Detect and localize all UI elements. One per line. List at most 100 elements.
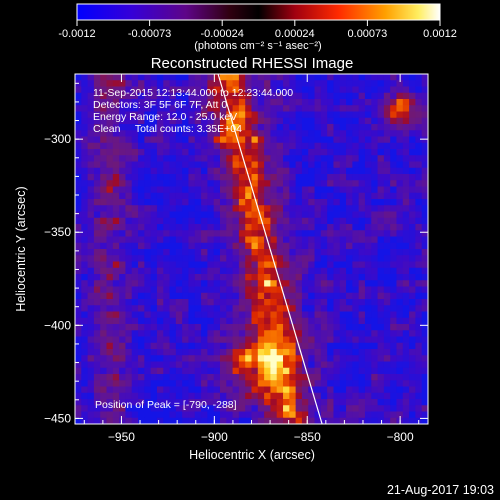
- heatmap-cell: [156, 299, 164, 306]
- heatmap-cell: [138, 342, 145, 350]
- heatmap-cell: [383, 380, 391, 388]
- heatmap-cell: [201, 74, 208, 81]
- heatmap-cell: [232, 367, 240, 375]
- heatmap-cell: [346, 299, 353, 306]
- heatmap-cell: [144, 417, 152, 424]
- heatmap-cell: [75, 311, 82, 319]
- heatmap-cell: [295, 374, 303, 381]
- heatmap-cell: [106, 311, 114, 319]
- heatmap-cell: [301, 180, 309, 188]
- heatmap-cell: [390, 324, 398, 331]
- heatmap-cell: [301, 186, 309, 194]
- heatmap-cell: [390, 205, 398, 213]
- heatmap-cell: [87, 405, 95, 413]
- heatmap-cell: [415, 230, 423, 238]
- heatmap-cell: [144, 199, 152, 206]
- heatmap-cell: [308, 286, 316, 294]
- heatmap-cell: [402, 136, 410, 144]
- heatmap-cell: [131, 380, 139, 388]
- heatmap-cell: [327, 317, 335, 325]
- heatmap-cell: [257, 155, 265, 163]
- heatmap-cell: [138, 417, 145, 424]
- heatmap-cell: [402, 217, 410, 225]
- heatmap-cell: [150, 224, 158, 231]
- heatmap-cell: [87, 355, 95, 363]
- heatmap-cell: [156, 217, 164, 225]
- heatmap-cell: [112, 405, 120, 413]
- heatmap-cell: [251, 249, 259, 256]
- heatmap-cell: [150, 230, 158, 238]
- heatmap-cell: [182, 286, 190, 294]
- heatmap-cell: [346, 267, 353, 275]
- heatmap-cell: [87, 299, 95, 306]
- heatmap-cell: [138, 361, 145, 369]
- heatmap-cell: [327, 261, 335, 269]
- heatmap-cell: [226, 317, 234, 325]
- heatmap-cell: [402, 405, 410, 413]
- heatmap-cell: [396, 80, 404, 88]
- heatmap-cell: [81, 80, 89, 88]
- heatmap-cell: [390, 267, 398, 275]
- heatmap-cell: [150, 192, 158, 200]
- heatmap-cell: [169, 192, 177, 200]
- heatmap-cell: [251, 286, 259, 294]
- heatmap-cell: [238, 374, 246, 381]
- heatmap-cell: [402, 111, 410, 119]
- heatmap-cell: [163, 149, 171, 156]
- heatmap-cell: [251, 267, 259, 275]
- heatmap-cell: [106, 367, 114, 375]
- heatmap-cell: [213, 411, 221, 419]
- heatmap-cell: [93, 192, 101, 200]
- heatmap-cell: [295, 286, 303, 294]
- heatmap-cell: [213, 330, 221, 338]
- heatmap-cell: [144, 342, 152, 350]
- heatmap-cell: [232, 386, 240, 394]
- heatmap-cell: [371, 242, 379, 250]
- heatmap-cell: [245, 405, 253, 413]
- heatmap-cell: [371, 99, 379, 106]
- heatmap-cell: [339, 286, 347, 294]
- heatmap-cell: [106, 274, 114, 281]
- heatmap-cell: [352, 92, 360, 100]
- heatmap-cell: [131, 199, 139, 206]
- heatmap-cell: [339, 299, 347, 306]
- heatmap-cell: [333, 405, 341, 413]
- heatmap-cell: [112, 211, 120, 219]
- heatmap-cell: [270, 399, 278, 406]
- heatmap-cell: [308, 417, 316, 424]
- heatmap-cell: [289, 255, 297, 263]
- heatmap-cell: [257, 405, 265, 413]
- heatmap-cell: [188, 236, 196, 244]
- heatmap-cell: [125, 399, 133, 406]
- heatmap-cell: [320, 186, 328, 194]
- heatmap-cell: [119, 205, 127, 213]
- heatmap-cell: [232, 249, 240, 256]
- heatmap-cell: [75, 199, 82, 206]
- heatmap-cell: [390, 374, 398, 381]
- heatmap-cell: [415, 74, 423, 81]
- heatmap-cell: [257, 280, 265, 288]
- heatmap-cell: [371, 380, 379, 388]
- heatmap-cell: [415, 124, 423, 131]
- x-axis-label: Heliocentric X (arcsec): [189, 448, 315, 462]
- heatmap-cell: [93, 242, 101, 250]
- heatmap-cell: [226, 399, 234, 406]
- heatmap-cell: [364, 380, 372, 388]
- heatmap-cell: [358, 305, 366, 313]
- heatmap-cell: [396, 305, 404, 313]
- heatmap-cell: [75, 142, 82, 150]
- heatmap-cell: [352, 167, 360, 175]
- heatmap-cell: [289, 361, 297, 369]
- heatmap-cell: [81, 249, 89, 256]
- info-text-block: 11-Sep-2015 12:13:44.000 to 12:23:44.000…: [93, 87, 293, 135]
- heatmap-cell: [207, 86, 215, 94]
- heatmap-cell: [270, 199, 278, 206]
- heatmap-cell: [402, 117, 410, 125]
- heatmap-cell: [182, 105, 190, 113]
- heatmap-cell: [156, 199, 164, 206]
- heatmap-cell: [207, 124, 215, 131]
- heatmap-cell: [295, 130, 303, 138]
- heatmap-cell: [276, 361, 284, 369]
- heatmap-cell: [352, 399, 360, 406]
- heatmap-cell: [81, 355, 89, 363]
